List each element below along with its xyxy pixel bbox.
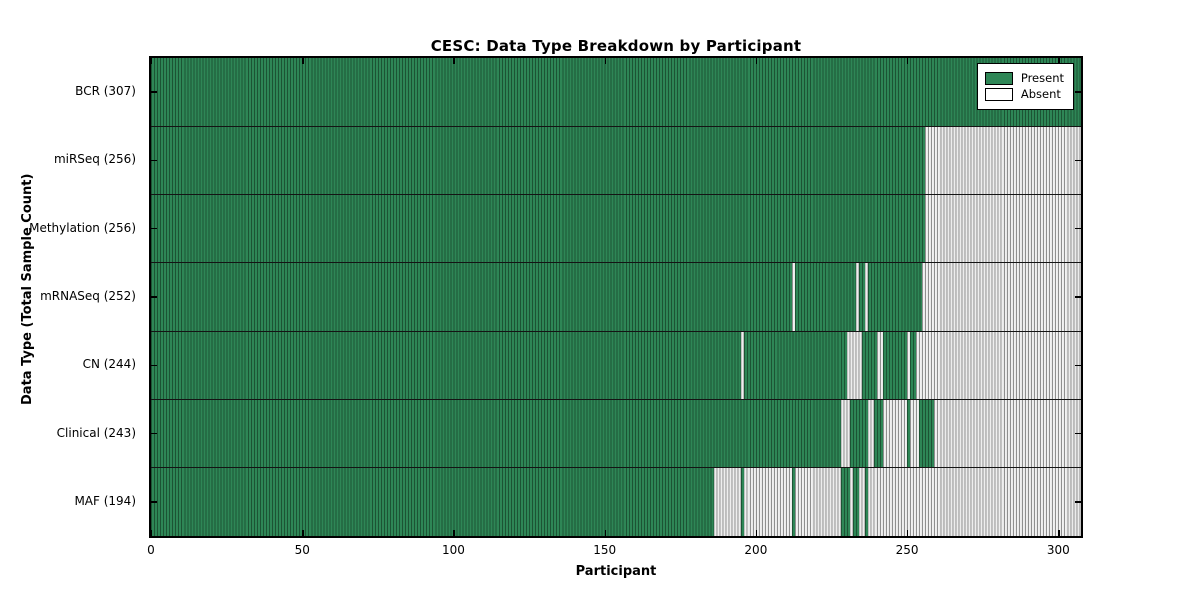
row-separator	[151, 467, 1081, 469]
present-segment	[151, 331, 741, 400]
present-segment	[910, 331, 917, 400]
row-separator	[151, 330, 1081, 332]
row-mirseq	[151, 126, 1081, 195]
present-segment	[743, 331, 847, 400]
row-separator	[151, 194, 1081, 196]
x-tick	[453, 58, 455, 64]
x-tick	[755, 530, 758, 536]
legend-label-present: Present	[1020, 70, 1064, 85]
y-tick-label-cn: CN (244)	[82, 357, 136, 372]
present-segment	[882, 331, 908, 400]
x-tick-label: 150	[593, 543, 617, 557]
y-tick	[1075, 364, 1081, 366]
row-separator	[151, 125, 1081, 127]
y-tick	[1075, 296, 1081, 298]
present-segment	[907, 399, 911, 468]
y-tick-label-maf: MAF (194)	[74, 493, 136, 508]
x-tick	[907, 530, 909, 536]
present-segment	[873, 399, 883, 468]
present-segment	[852, 467, 859, 536]
legend: Present Absent	[976, 63, 1074, 110]
y-tick	[1075, 91, 1081, 93]
row-maf	[151, 467, 1081, 536]
present-segment	[151, 262, 793, 332]
present-segment	[151, 126, 926, 195]
absent-swatch-icon	[984, 88, 1013, 101]
legend-item-absent: Absent	[984, 86, 1064, 101]
y-tick-labels: BCR (307) miRSeq (256) Methylation (256) mR…	[0, 58, 142, 536]
row-separator	[151, 262, 1081, 264]
x-tick-label: 300	[1046, 543, 1070, 557]
row-separator	[151, 398, 1081, 400]
present-segment	[151, 194, 926, 263]
present-segment	[151, 399, 841, 468]
y-tick	[151, 228, 157, 230]
x-tick	[604, 530, 606, 536]
row-methylation	[151, 194, 1081, 263]
legend-label-absent: Absent	[1020, 86, 1061, 101]
x-tick	[453, 530, 455, 536]
y-tick	[151, 501, 157, 503]
x-tick	[151, 530, 153, 536]
row-mrnaseq	[151, 262, 1081, 332]
y-tick-label-bcr: BCR (307)	[75, 84, 136, 99]
y-tick	[151, 296, 157, 298]
present-segment	[861, 331, 877, 400]
y-tick	[1075, 501, 1081, 503]
present-segment	[867, 262, 923, 332]
present-segment	[864, 467, 868, 536]
y-tick-label-clinical: Clinical (243)	[56, 425, 136, 440]
present-segment	[840, 467, 850, 536]
y-tick	[151, 364, 157, 366]
present-segment	[151, 58, 1081, 127]
row-cn	[151, 331, 1081, 400]
present-segment	[151, 467, 714, 536]
y-tick-label-methylation: Methylation (256)	[29, 220, 136, 235]
y-tick	[1075, 432, 1081, 435]
x-tick	[302, 530, 304, 536]
present-segment	[919, 399, 935, 468]
present-segment	[740, 467, 744, 536]
y-tick	[151, 91, 157, 93]
x-tick-label: 250	[895, 543, 919, 557]
row-clinical	[151, 399, 1081, 468]
y-tick	[1075, 159, 1081, 162]
y-tick-label-mirseq: miRSeq (256)	[53, 152, 136, 167]
y-tick	[151, 159, 157, 162]
row-bcr	[151, 58, 1081, 127]
x-tick-label: 200	[744, 543, 768, 557]
x-tick	[1058, 530, 1060, 536]
x-tick-label: 0	[147, 543, 155, 557]
x-tick-label: 100	[441, 543, 465, 557]
y-tick	[151, 432, 157, 435]
x-tick	[151, 58, 153, 64]
chart-title: CESC: Data Type Breakdown by Participant	[430, 37, 802, 55]
x-tick	[907, 58, 909, 64]
present-segment	[849, 399, 868, 468]
x-tick	[755, 58, 758, 64]
legend-item-present: Present	[984, 70, 1064, 85]
x-tick	[1058, 58, 1060, 64]
x-tick-label: 50	[294, 543, 310, 557]
present-segment	[795, 262, 856, 332]
y-tick	[1075, 228, 1081, 230]
present-segment	[858, 262, 865, 332]
present-swatch-icon	[984, 72, 1013, 85]
y-tick-label-mrnaseq: mRNASeq (252)	[40, 289, 136, 303]
x-tick-labels: 0 50 100 150 200 250 300	[147, 543, 1081, 559]
x-axis-title: Participant	[575, 564, 657, 579]
x-tick	[604, 58, 606, 64]
x-tick	[302, 58, 304, 64]
present-segment	[792, 467, 796, 536]
plot-area: Present Absent	[149, 56, 1083, 538]
